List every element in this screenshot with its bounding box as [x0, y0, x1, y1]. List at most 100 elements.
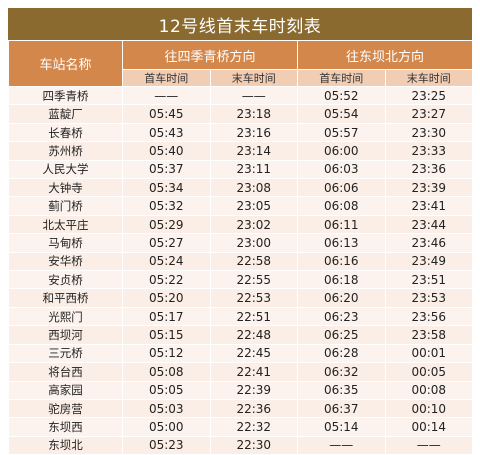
last-train-time: 23:41	[384, 196, 474, 216]
first-train-time: 05:37	[122, 159, 211, 180]
last-train-time: 23:58	[384, 325, 474, 345]
station-name: 安贞桥	[8, 270, 123, 290]
first-train-time: 05:57	[297, 122, 386, 143]
first-train-time: 05:45	[122, 104, 211, 124]
table-row: 长春桥 05:43 23:16 05:57 23:30	[8, 122, 474, 143]
last-train-header: 末车时间	[209, 69, 299, 87]
table-row: 蓝靛厂 05:45 23:18 05:54 23:27	[8, 104, 474, 124]
station-name: 西坝河	[8, 325, 123, 345]
station-name: 东坝西	[8, 417, 123, 437]
station-column-header: 车站名称	[8, 40, 123, 87]
first-train-time: 05:52	[297, 85, 386, 106]
table-row: 高家园 05:05 22:39 06:35 00:08	[8, 380, 474, 400]
timetable: 车站名称 往四季青桥方向 往东坝北方向 首车时间 末车时间 首车时间 末车时间 …	[8, 40, 474, 455]
station-name: 长春桥	[8, 122, 123, 143]
last-train-time: 22:32	[209, 417, 299, 437]
table-row: 安华桥 05:24 22:58 06:16 23:49	[8, 251, 474, 272]
last-train-time: 22:51	[209, 306, 299, 327]
first-train-time: 05:05	[122, 380, 211, 400]
table-row: 光熙门 05:17 22:51 06:23 23:56	[8, 306, 474, 327]
first-train-time: 06:03	[297, 159, 386, 180]
last-train-time: 22:55	[209, 270, 299, 290]
station-name: 光熙门	[8, 306, 123, 327]
first-train-time: 06:25	[297, 325, 386, 345]
timetable-title: 12号线首末车时刻表	[8, 8, 472, 40]
direction-header-dongbabei: 往东坝北方向	[297, 40, 474, 70]
first-train-time: 06:06	[297, 178, 386, 198]
station-name: 苏州桥	[8, 141, 123, 161]
table-row: 北太平庄 05:29 23:02 06:11 23:44	[8, 214, 474, 235]
table-row: 东坝西 05:00 22:32 05:14 00:14	[8, 417, 474, 437]
first-train-time: 06:20	[297, 288, 386, 308]
first-train-time: 05:32	[122, 196, 211, 216]
last-train-time: 23:56	[384, 306, 474, 327]
table-row: 驼房营 05:03 22:36 06:37 00:10	[8, 398, 474, 419]
first-train-time: 05:14	[297, 417, 386, 437]
last-train-time: 23:30	[384, 122, 474, 143]
station-name: 北太平庄	[8, 214, 123, 235]
table-row: 西坝河 05:15 22:48 06:25 23:58	[8, 325, 474, 345]
first-train-header: 首车时间	[297, 69, 386, 87]
first-train-time: 06:00	[297, 141, 386, 161]
table-row: 蓟门桥 05:32 23:05 06:08 23:41	[8, 196, 474, 216]
table-row: 和平西桥 05:20 22:53 06:20 23:53	[8, 288, 474, 308]
last-train-time: 23:14	[209, 141, 299, 161]
last-train-time: 23:11	[209, 159, 299, 180]
station-name: 蓟门桥	[8, 196, 123, 216]
first-train-time: 05:20	[122, 288, 211, 308]
last-train-time: 22:39	[209, 380, 299, 400]
table-row: 四季青桥 —— —— 05:52 23:25	[8, 85, 474, 106]
table-row: 将台西 05:08 22:41 06:32 00:05	[8, 362, 474, 382]
last-train-time: 23:51	[384, 270, 474, 290]
timetable-frame: 12号线首末车时刻表 车站名称 往四季青桥方向 往东坝北方向 首车时间 末车时间…	[8, 8, 474, 455]
first-train-time: 05:29	[122, 214, 211, 235]
first-train-time: 06:23	[297, 306, 386, 327]
first-train-time: 06:37	[297, 398, 386, 419]
last-train-time: 23:39	[384, 178, 474, 198]
first-train-time: 05:00	[122, 417, 211, 437]
station-name: 高家园	[8, 380, 123, 400]
last-train-time: 22:45	[209, 343, 299, 364]
last-train-time: 23:49	[384, 251, 474, 272]
station-name: 和平西桥	[8, 288, 123, 308]
first-train-time: 05:34	[122, 178, 211, 198]
last-train-time: 00:10	[384, 398, 474, 419]
last-train-time: 00:01	[384, 343, 474, 364]
station-name: 马甸桥	[8, 233, 123, 253]
first-train-time: 05:40	[122, 141, 211, 161]
last-train-time: 23:36	[384, 159, 474, 180]
last-train-time: 23:33	[384, 141, 474, 161]
first-train-time: 06:18	[297, 270, 386, 290]
last-train-time: 23:00	[209, 233, 299, 253]
first-train-time: 06:13	[297, 233, 386, 253]
first-train-time: 05:08	[122, 362, 211, 382]
last-train-time: 23:27	[384, 104, 474, 124]
first-train-time: 06:35	[297, 380, 386, 400]
last-train-time: 22:58	[209, 251, 299, 272]
last-train-time: 00:08	[384, 380, 474, 400]
last-train-time: 22:48	[209, 325, 299, 345]
table-row: 三元桥 05:12 22:45 06:28 00:01	[8, 343, 474, 364]
first-train-time: 05:17	[122, 306, 211, 327]
table-row: 安贞桥 05:22 22:55 06:18 23:51	[8, 270, 474, 290]
station-name: 安华桥	[8, 251, 123, 272]
first-train-time: 06:28	[297, 343, 386, 364]
station-name: 三元桥	[8, 343, 123, 364]
last-train-time: 23:02	[209, 214, 299, 235]
table-row: 大钟寺 05:34 23:08 06:06 23:39	[8, 178, 474, 198]
last-train-time: 22:36	[209, 398, 299, 419]
station-name: 大钟寺	[8, 178, 123, 198]
first-train-time: 05:03	[122, 398, 211, 419]
last-train-time: 23:25	[384, 85, 474, 106]
first-train-time: 05:54	[297, 104, 386, 124]
first-train-time: 05:23	[122, 435, 211, 455]
last-train-time: 23:05	[209, 196, 299, 216]
first-train-header: 首车时间	[122, 69, 211, 87]
last-train-header: 末车时间	[384, 69, 474, 87]
first-train-time: ——	[297, 435, 386, 455]
first-train-time: 05:43	[122, 122, 211, 143]
first-train-time: ——	[122, 85, 211, 106]
first-train-time: 06:16	[297, 251, 386, 272]
first-train-time: 05:27	[122, 233, 211, 253]
first-train-time: 05:15	[122, 325, 211, 345]
